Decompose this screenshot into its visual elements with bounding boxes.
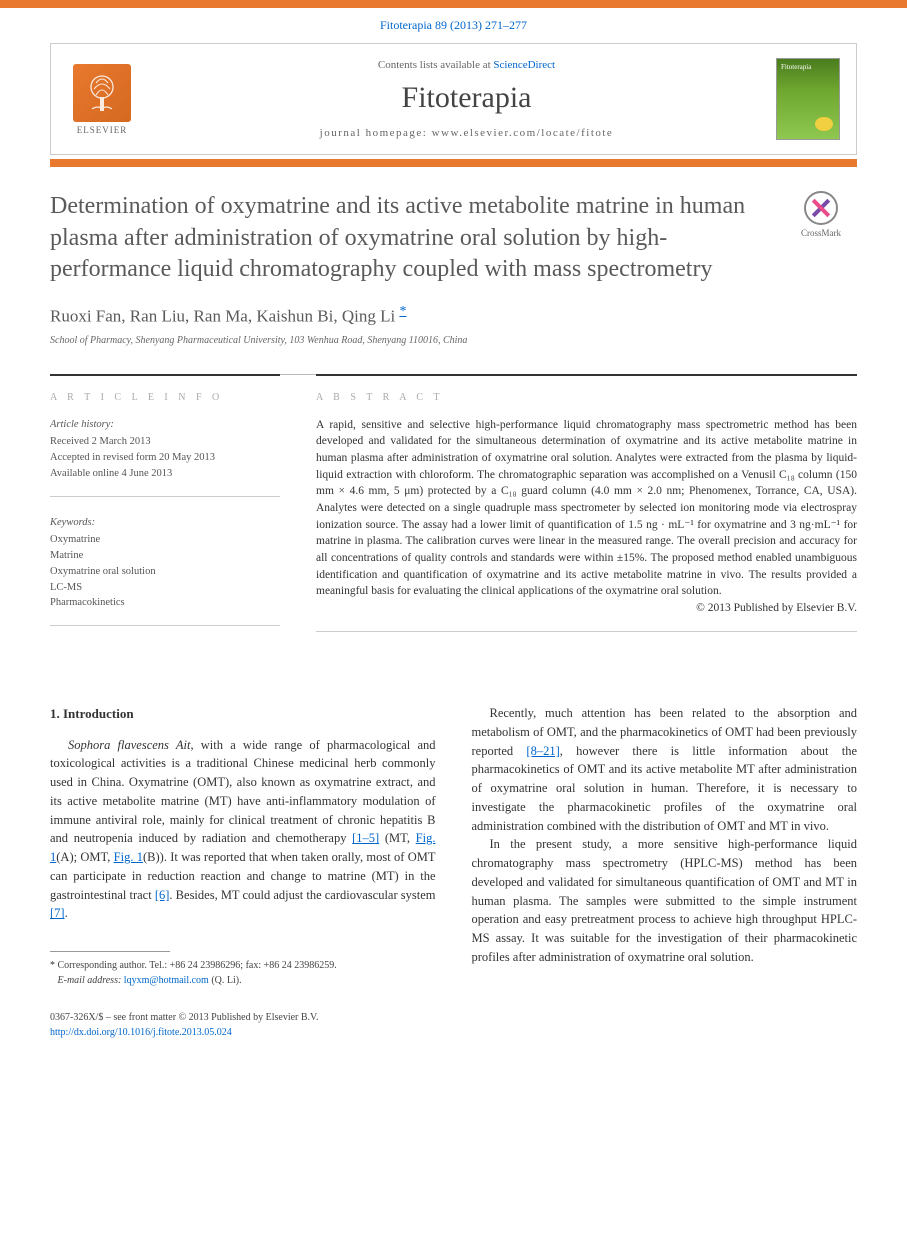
keyword: Oxymatrine xyxy=(50,532,280,548)
journal-header: ELSEVIER Contents lists available at Sci… xyxy=(50,43,857,155)
article-title: Determination of oxymatrine and its acti… xyxy=(50,191,765,286)
online-line: Available online 4 June 2013 xyxy=(50,466,280,482)
p1-b: (MT, xyxy=(379,831,415,845)
top-accent-bar xyxy=(0,0,907,8)
affiliation: School of Pharmacy, Shenyang Pharmaceuti… xyxy=(50,335,857,346)
email-who: (Q. Li). xyxy=(211,975,241,986)
article-info-column: A R T I C L E I N F O Article history: R… xyxy=(50,374,280,645)
homepage-url: www.elsevier.com/locate/fitote xyxy=(432,127,614,139)
species-name: Sophora flavescens Ait xyxy=(68,738,190,752)
main-content: Determination of oxymatrine and its acti… xyxy=(0,167,907,988)
journal-cover-thumbnail xyxy=(776,58,840,140)
header-accent-bar xyxy=(50,159,857,167)
p1-f: . xyxy=(65,906,68,920)
body-two-column: 1. Introduction Sophora flavescens Ait, … xyxy=(50,704,857,988)
body-col-right: Recently, much attention has been relate… xyxy=(472,704,858,988)
article-info-heading: A R T I C L E I N F O xyxy=(50,392,280,403)
availability-line: Contents lists available at ScienceDirec… xyxy=(157,59,776,71)
abstract-text: A rapid, sensitive and selective high-pe… xyxy=(316,417,857,632)
crossmark-icon xyxy=(804,191,838,225)
ref-link-8-21[interactable]: [8–21] xyxy=(526,744,559,758)
issn-line: 0367-326X/$ – see front matter © 2013 Pu… xyxy=(50,1010,857,1025)
intro-para-2: Recently, much attention has been relate… xyxy=(472,704,858,835)
body-col-left: 1. Introduction Sophora flavescens Ait, … xyxy=(50,704,436,988)
header-center: Contents lists available at ScienceDirec… xyxy=(157,59,776,139)
title-row: Determination of oxymatrine and its acti… xyxy=(50,191,857,286)
footnote-corr-text: Corresponding author. Tel.: +86 24 23986… xyxy=(58,960,337,971)
crossmark-label: CrossMark xyxy=(801,228,841,238)
elsevier-label: ELSEVIER xyxy=(77,125,128,135)
intro-para-1: Sophora flavescens Ait, with a wide rang… xyxy=(50,736,436,924)
corresponding-author-marker[interactable]: * xyxy=(399,304,406,319)
keyword: LC-MS xyxy=(50,580,280,596)
history-label: Article history: xyxy=(50,417,280,433)
ref-link-1-5[interactable]: [1–5] xyxy=(352,831,379,845)
abstract-body: A rapid, sensitive and selective high-pe… xyxy=(316,419,857,598)
doi-link[interactable]: http://dx.doi.org/10.1016/j.fitote.2013.… xyxy=(50,1027,232,1038)
p1-e: . Besides, MT could adjust the cardiovas… xyxy=(169,888,435,902)
journal-homepage-line: journal homepage: www.elsevier.com/locat… xyxy=(157,127,776,139)
p1-c: (A); OMT, xyxy=(56,850,113,864)
authors-line: Ruoxi Fan, Ran Liu, Ran Ma, Kaishun Bi, … xyxy=(50,304,857,327)
availability-prefix: Contents lists available at xyxy=(378,59,493,71)
abstract-copyright: © 2013 Published by Elsevier B.V. xyxy=(316,600,857,617)
email-label: E-mail address: xyxy=(58,975,122,986)
keyword: Oxymatrine oral solution xyxy=(50,564,280,580)
corr-email-link[interactable]: lqyxm@hotmail.com xyxy=(124,975,209,986)
elsevier-logo: ELSEVIER xyxy=(67,60,137,138)
fig-link-1b[interactable]: Fig. 1 xyxy=(114,850,143,864)
authors-text: Ruoxi Fan, Ran Liu, Ran Ma, Kaishun Bi, … xyxy=(50,307,395,326)
elsevier-tree-icon xyxy=(73,64,131,122)
keyword: Pharmacokinetics xyxy=(50,595,280,611)
footnote-star-icon: * xyxy=(50,960,58,971)
footnote-rule xyxy=(50,951,170,952)
crossmark-badge[interactable]: CrossMark xyxy=(785,191,857,238)
intro-para-3: In the present study, a more sensitive h… xyxy=(472,835,858,966)
ref-link-7[interactable]: [7] xyxy=(50,906,65,920)
received-line: Received 2 March 2013 xyxy=(50,434,280,450)
info-abstract-row: A R T I C L E I N F O Article history: R… xyxy=(50,374,857,645)
article-history-block: Article history: Received 2 March 2013 A… xyxy=(50,417,280,497)
journal-name: Fitoterapia xyxy=(157,81,776,115)
keywords-label: Keywords: xyxy=(50,515,280,531)
ref-link-6[interactable]: [6] xyxy=(155,888,170,902)
keyword: Matrine xyxy=(50,548,280,564)
citation-line: Fitoterapia 89 (2013) 271–277 xyxy=(0,8,907,43)
keywords-block: Keywords: Oxymatrine Matrine Oxymatrine … xyxy=(50,515,280,627)
sciencedirect-link[interactable]: ScienceDirect xyxy=(493,59,555,71)
abstract-column: A B S T R A C T A rapid, sensitive and s… xyxy=(316,374,857,645)
p1-a: , with a wide range of pharmacological a… xyxy=(50,738,436,846)
corresponding-footnote: * Corresponding author. Tel.: +86 24 239… xyxy=(50,958,436,988)
page-footer: 0367-326X/$ – see front matter © 2013 Pu… xyxy=(50,1010,857,1040)
abstract-heading: A B S T R A C T xyxy=(316,392,857,403)
accepted-line: Accepted in revised form 20 May 2013 xyxy=(50,450,280,466)
homepage-prefix: journal homepage: xyxy=(320,127,432,139)
section-1-heading: 1. Introduction xyxy=(50,704,436,724)
